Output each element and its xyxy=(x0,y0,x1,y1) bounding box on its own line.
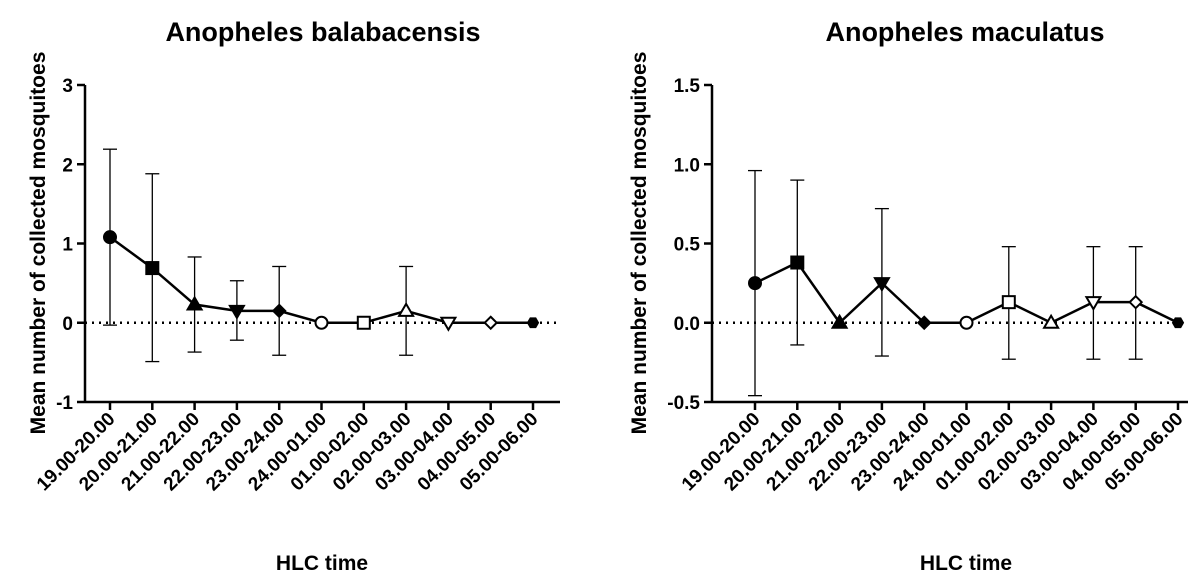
series-line xyxy=(109,236,533,324)
marker-square-open xyxy=(1001,295,1016,310)
x-axis-label: HLC time xyxy=(276,552,368,575)
chart-panel-balabacensis: Anopheles balabacensis Mean number of co… xyxy=(0,0,600,577)
chart-maculatus: Anopheles maculatus Mean number of colle… xyxy=(628,17,1188,575)
series-line xyxy=(754,260,1179,325)
y-tick-label: 0.5 xyxy=(674,235,701,256)
marker-square xyxy=(790,255,805,270)
chart-title: Anopheles maculatus xyxy=(825,17,1104,47)
y-tick-label: 1.5 xyxy=(674,76,701,97)
marker-diamond-open xyxy=(1128,294,1144,310)
marker-triangle-up-open xyxy=(397,301,415,317)
marker-triangle-up xyxy=(185,295,204,311)
y-tick-label: 1.0 xyxy=(674,155,700,176)
marker-circle xyxy=(103,230,117,245)
marker-square xyxy=(145,261,160,276)
marker-circle xyxy=(748,276,762,291)
y-axis-label: Mean number of collected mosquitoes xyxy=(27,52,50,435)
marker-triangle-down xyxy=(873,277,891,293)
marker-hexagon xyxy=(1171,317,1185,329)
marker-diamond-open xyxy=(483,315,499,331)
marker-square-open xyxy=(356,315,371,330)
plot-area: -0.50.00.51.01.519.00-20.0020.00-21.0021… xyxy=(667,76,1188,495)
marker-triangle-down xyxy=(228,304,246,320)
y-tick-label: -1 xyxy=(56,393,73,414)
marker-triangle-down-open xyxy=(439,316,458,332)
y-tick-label: 2 xyxy=(62,155,73,176)
marker-circle-open xyxy=(959,315,974,330)
chart-title: Anopheles balabacensis xyxy=(165,17,480,47)
chart-balabacensis: Anopheles balabacensis Mean number of co… xyxy=(27,17,560,575)
marker-triangle-down-open xyxy=(1084,296,1103,312)
marker-hexagon xyxy=(526,317,540,329)
y-tick-label: -0.5 xyxy=(667,393,700,414)
y-axis-label: Mean number of collected mosquitoes xyxy=(628,52,651,435)
y-tick-label: 0.0 xyxy=(674,314,700,335)
marker-circle-open xyxy=(314,315,329,330)
x-axis-label: HLC time xyxy=(920,552,1012,575)
y-tick-label: 1 xyxy=(62,235,73,256)
plot-area: -1012319.00-20.0020.00-21.0021.00-22.002… xyxy=(33,76,560,495)
marker-diamond xyxy=(271,303,287,319)
chart-panel-maculatus: Anopheles maculatus Mean number of colle… xyxy=(601,0,1201,577)
y-tick-label: 3 xyxy=(62,76,73,97)
y-tick-label: 0 xyxy=(62,314,73,335)
marker-diamond xyxy=(916,315,932,331)
marker-triangle-up xyxy=(830,313,849,329)
marker-triangle-up-open xyxy=(1042,313,1060,329)
